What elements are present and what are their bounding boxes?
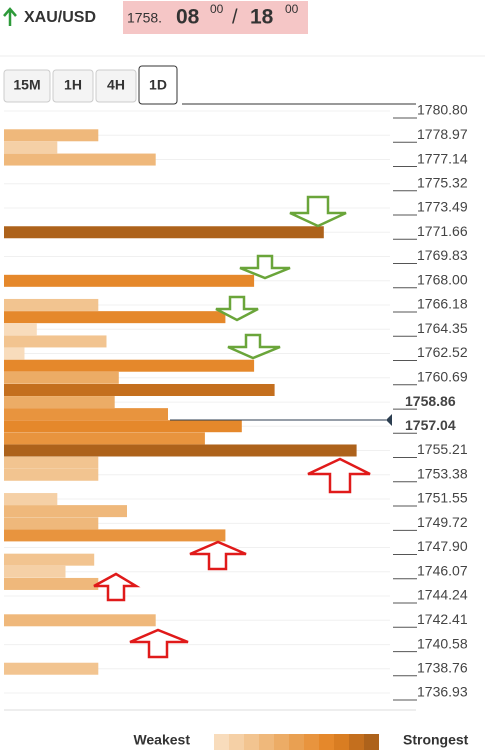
scale-label: 1771.66 <box>417 223 468 239</box>
confluence-bar <box>4 153 156 166</box>
ask-small: 00 <box>285 2 299 16</box>
confluence-bar <box>4 274 255 287</box>
confluence-bar <box>4 408 168 421</box>
resistance-arrow <box>215 295 259 322</box>
scale-label: 1769.83 <box>417 247 468 263</box>
confluence-bar <box>4 311 226 324</box>
support-arrow <box>129 628 189 659</box>
support-arrow <box>307 457 371 494</box>
scale-label: 1758.86 <box>405 393 456 409</box>
scale-label: 1755.21 <box>417 441 468 457</box>
tab[interactable] <box>95 69 137 103</box>
confluence-bar <box>4 505 127 518</box>
confluence-bar <box>4 420 242 433</box>
resistance-arrow <box>239 254 291 280</box>
confluence-bar <box>4 456 99 469</box>
scale-label: 1747.90 <box>417 538 468 554</box>
confluence-bar <box>4 226 324 239</box>
confluence-bar <box>4 517 99 530</box>
scale-label: 1749.72 <box>417 514 468 530</box>
symbol: XAU/USD <box>24 9 96 26</box>
support-arrow <box>189 540 247 571</box>
confluence-bar <box>4 565 66 578</box>
scale-label: 1757.04 <box>405 417 456 433</box>
resistance-arrow <box>289 195 347 228</box>
legend-swatch <box>349 734 364 750</box>
confluence-bar <box>4 444 357 457</box>
legend-swatch <box>289 734 304 750</box>
grid: 1780.80 1778.97 1777.14 1775.32 1773.49 1771.… <box>4 102 468 701</box>
scale-label: 1751.55 <box>417 490 468 506</box>
bid-big: 08 <box>176 6 200 29</box>
scale-label: 1740.58 <box>417 635 468 651</box>
confluence-bar <box>4 323 37 336</box>
scale-label: 1775.32 <box>417 174 468 190</box>
confluence-bar <box>4 396 115 409</box>
legend-weak: Weakest <box>133 732 190 748</box>
separator: / <box>232 6 238 28</box>
scale-label: 1736.93 <box>417 684 468 700</box>
confluence-bar <box>4 298 99 311</box>
legend-swatch <box>304 734 319 750</box>
scale-label: 1760.69 <box>417 368 468 384</box>
confluence-bar <box>4 553 95 566</box>
confluence-bar <box>4 129 99 142</box>
scale-label: 1742.41 <box>417 611 468 627</box>
price-box <box>123 1 308 34</box>
confluence-bar <box>4 141 58 154</box>
confluence-bar <box>4 529 226 542</box>
bid-small: 00 <box>210 2 224 16</box>
scale-label: 1777.14 <box>417 150 468 166</box>
bars <box>4 129 357 675</box>
legend-swatch <box>274 734 289 750</box>
tab[interactable] <box>52 69 94 103</box>
scale-label: 1778.97 <box>417 126 468 142</box>
legend-gradient <box>214 734 379 750</box>
support-arrow <box>93 572 141 602</box>
scale-label: 1764.35 <box>417 320 468 336</box>
confluence-bar <box>4 468 99 481</box>
legend-strong: Strongest <box>403 732 469 748</box>
legend-swatch <box>334 734 349 750</box>
confluence-bar <box>4 614 156 627</box>
tab-label[interactable]: 1H <box>64 77 82 93</box>
scale-label: 1753.38 <box>417 465 468 481</box>
confluence-bar <box>4 359 255 372</box>
ask-big: 18 <box>250 6 274 29</box>
tabs: 15M 1H 4H 1D <box>3 65 178 105</box>
scale-label: 1744.24 <box>417 587 468 603</box>
scale-label: 1738.76 <box>417 659 468 675</box>
scale-label: 1780.80 <box>417 102 468 118</box>
bid-main: 1758. <box>127 10 162 26</box>
legend-swatch <box>259 734 274 750</box>
confluence-bar <box>4 335 107 348</box>
confluence-bar <box>4 577 99 590</box>
arrows <box>93 195 371 659</box>
scale-label: 1773.49 <box>417 199 468 215</box>
scale-label: 1768.00 <box>417 272 468 288</box>
tab-label[interactable]: 1D <box>149 77 167 93</box>
confluence-bar <box>4 347 25 360</box>
tab-label[interactable]: 4H <box>107 77 125 93</box>
up-arrow-icon <box>3 7 17 26</box>
legend-swatch <box>244 734 259 750</box>
legend-swatch <box>229 734 244 750</box>
legend-swatch <box>364 734 379 750</box>
tab-label[interactable]: 15M <box>13 77 40 93</box>
legend-swatch <box>214 734 229 750</box>
current-price-marker <box>386 414 392 426</box>
confluence-bar <box>4 662 99 675</box>
legend-swatch <box>319 734 334 750</box>
resistance-arrow <box>227 333 281 360</box>
confluence-bar <box>4 493 58 506</box>
confluence-bar <box>4 383 275 396</box>
tab[interactable] <box>138 65 178 105</box>
scale-label: 1766.18 <box>417 296 468 312</box>
confluence-bar <box>4 432 205 445</box>
tab[interactable] <box>3 69 51 103</box>
scale-label: 1762.52 <box>417 344 468 360</box>
confluence-bar <box>4 371 119 384</box>
scale-label: 1746.07 <box>417 562 468 578</box>
